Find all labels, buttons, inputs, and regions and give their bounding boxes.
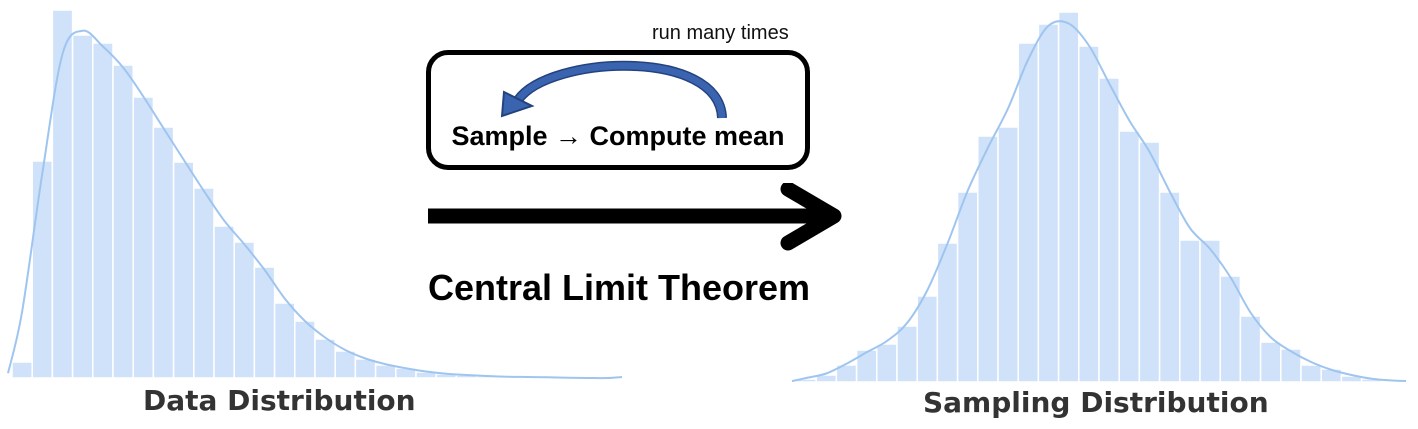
histogram-bar (112, 64, 134, 379)
sampling-distribution-histogram (791, 11, 1407, 383)
theorem-title: Central Limit Theorem (428, 267, 811, 308)
histogram-bar (1037, 23, 1060, 383)
histogram-bar (193, 187, 215, 379)
histogram-bar (1239, 315, 1262, 383)
histogram-bar (11, 361, 33, 379)
data-distribution-caption: Data Distribution (143, 384, 416, 417)
histogram-bar (1280, 348, 1302, 383)
histogram-bar (1219, 275, 1242, 383)
histogram-bar (916, 295, 939, 383)
histogram-bar (896, 325, 918, 383)
right-arrow-icon (428, 183, 842, 251)
histogram-bar (314, 338, 336, 379)
histogram-bar (92, 42, 114, 379)
histogram-bar (334, 350, 357, 379)
histogram-bar (31, 160, 54, 379)
histogram-bar (977, 135, 999, 383)
histogram-bar (1078, 45, 1100, 383)
data-distribution-histogram (7, 9, 623, 380)
histogram-bar (354, 358, 377, 379)
histogram-bar (1300, 364, 1322, 383)
histogram-bar (253, 266, 276, 379)
curved-arrow-icon (500, 60, 727, 119)
histogram-bar (1118, 130, 1141, 383)
density-curve (791, 20, 1407, 383)
histogram-bar (1017, 42, 1040, 383)
sampling-distribution-caption: Sampling Distribution (923, 386, 1269, 419)
histogram-bar (876, 343, 898, 383)
sampling-loop-box: Sample → Compute mean (426, 50, 810, 170)
histogram-bar (1179, 239, 1201, 383)
histogram-bar (172, 161, 195, 379)
loop-note: run many times (652, 22, 789, 44)
histogram-bar (213, 225, 235, 379)
histogram-bar (51, 9, 74, 379)
histogram-bar (294, 320, 316, 379)
histogram-bar (936, 242, 959, 383)
histogram-bar (1057, 11, 1080, 383)
loop-label: Sample → Compute mean (451, 121, 785, 151)
histogram-bar (273, 302, 296, 379)
histogram-bar (71, 34, 94, 379)
histogram-bar (233, 241, 256, 379)
histogram-bar (997, 126, 1019, 383)
histogram-bar (855, 349, 878, 383)
histogram-bar (956, 191, 979, 383)
histogram-bar (1259, 341, 1282, 383)
histogram-bar (1138, 141, 1161, 383)
histogram-bar (1098, 77, 1120, 383)
density-curve (7, 29, 623, 380)
histogram-bar (132, 96, 155, 379)
histogram-bar (1158, 191, 1181, 383)
histogram-bar (152, 126, 175, 379)
histogram-bar (1199, 239, 1221, 383)
histogram-bar (374, 364, 397, 379)
